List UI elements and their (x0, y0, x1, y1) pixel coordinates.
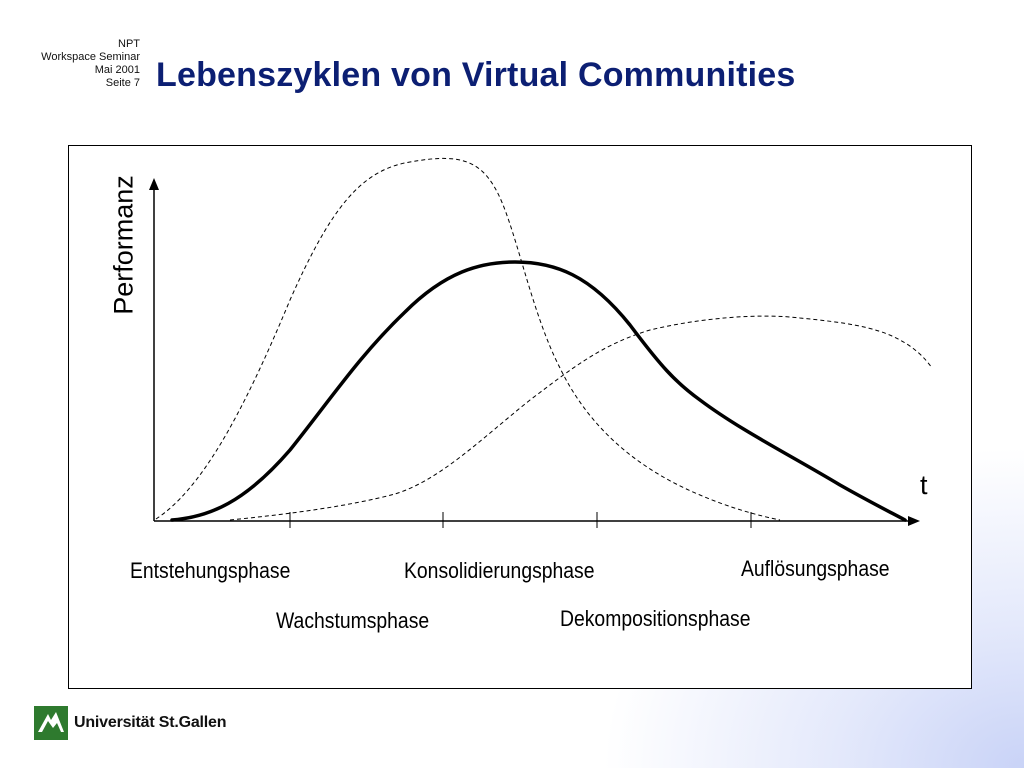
slide-meta: NPT Workspace Seminar Mai 2001 Seite 7 (41, 38, 140, 90)
meta-line-course: NPT (118, 38, 140, 50)
phase-label-aufloesung: Auflösungsphase (741, 556, 890, 581)
solid-main-curve (170, 260, 907, 522)
x-axis-label: t (920, 470, 928, 500)
phase-label-entstehung: Entstehungsphase (130, 558, 291, 583)
university-logo-icon (34, 706, 68, 740)
y-axis-label: Performanz (108, 175, 139, 315)
meta-line-seminar: Workspace Seminar (41, 51, 140, 63)
meta-line-page: Seite 7 (105, 77, 140, 89)
diagram-frame (68, 145, 972, 689)
university-logo: Universität St.Gallen (34, 706, 226, 740)
phase-label-dekomposition: Dekompositionsphase (560, 606, 751, 631)
y-axis-arrowhead (149, 178, 159, 190)
dashed-late-plateau-curve (229, 315, 933, 521)
slide-title: Lebenszyklen von Virtual Communities (156, 56, 796, 94)
meta-line-date: Mai 2001 (94, 64, 140, 76)
dashed-early-peak-curve (155, 157, 781, 521)
phase-label-wachstum: Wachstumsphase (276, 608, 430, 633)
phase-label-konsolidierung: Konsolidierungsphase (404, 558, 595, 583)
x-axis-arrowhead (908, 516, 920, 526)
university-logo-text: Universität St.Gallen (74, 714, 227, 731)
